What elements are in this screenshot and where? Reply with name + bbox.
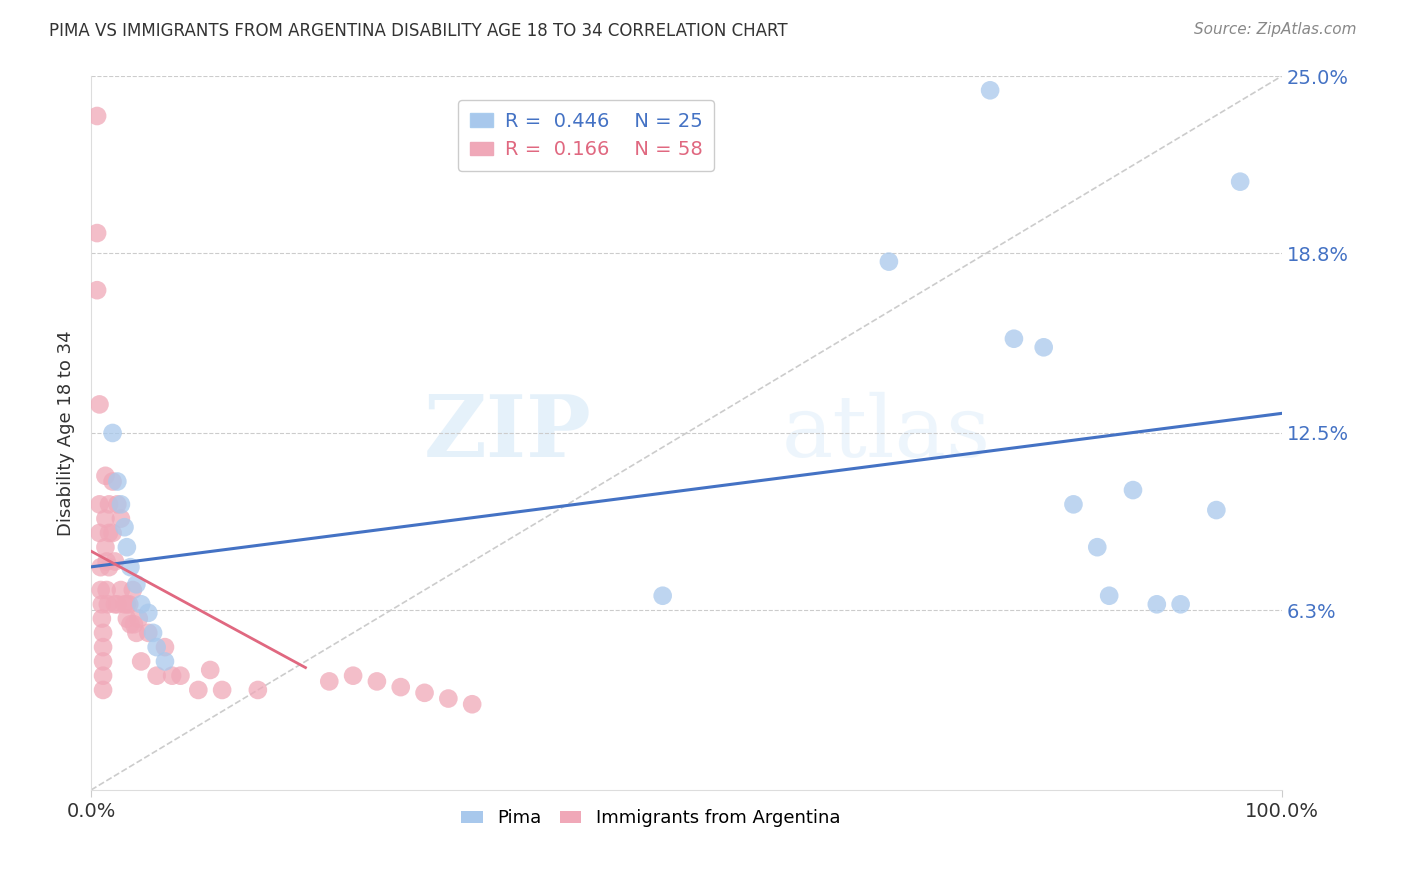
Point	[1205, 503, 1227, 517]
Text: PIMA VS IMMIGRANTS FROM ARGENTINA DISABILITY AGE 18 TO 34 CORRELATION CHART: PIMA VS IMMIGRANTS FROM ARGENTINA DISABI…	[49, 22, 787, 40]
Point	[90, 597, 112, 611]
Text: atlas: atlas	[782, 392, 991, 475]
Point	[118, 597, 141, 611]
Point	[105, 597, 128, 611]
Point	[1229, 175, 1251, 189]
Point	[125, 577, 148, 591]
Point	[129, 597, 152, 611]
Point	[89, 497, 111, 511]
Point	[91, 625, 114, 640]
Point	[342, 669, 364, 683]
Point	[98, 497, 121, 511]
Point	[105, 497, 128, 511]
Point	[89, 525, 111, 540]
Point	[86, 109, 108, 123]
Point	[142, 625, 165, 640]
Point	[115, 597, 138, 611]
Point	[136, 625, 159, 640]
Point	[366, 674, 388, 689]
Point	[187, 683, 209, 698]
Point	[136, 606, 159, 620]
Point	[98, 560, 121, 574]
Point	[437, 691, 460, 706]
Point	[86, 283, 108, 297]
Point	[105, 475, 128, 489]
Point	[1085, 540, 1108, 554]
Point	[169, 669, 191, 683]
Text: ZIP: ZIP	[423, 391, 592, 475]
Point	[122, 617, 145, 632]
Point	[101, 475, 124, 489]
Point	[461, 698, 484, 712]
Point	[211, 683, 233, 698]
Point	[160, 669, 183, 683]
Point	[1002, 332, 1025, 346]
Point	[94, 511, 117, 525]
Point	[114, 597, 136, 611]
Point	[110, 511, 132, 525]
Point	[979, 83, 1001, 97]
Point	[153, 654, 176, 668]
Point	[200, 663, 222, 677]
Point	[115, 611, 138, 625]
Point	[101, 525, 124, 540]
Point	[877, 254, 900, 268]
Point	[91, 654, 114, 668]
Point	[1062, 497, 1084, 511]
Point	[91, 683, 114, 698]
Point	[96, 554, 118, 568]
Point	[115, 540, 138, 554]
Point	[101, 425, 124, 440]
Point	[651, 589, 673, 603]
Point	[413, 686, 436, 700]
Point	[91, 669, 114, 683]
Point	[104, 597, 127, 611]
Y-axis label: Disability Age 18 to 34: Disability Age 18 to 34	[58, 330, 75, 536]
Point	[96, 582, 118, 597]
Point	[246, 683, 269, 698]
Legend: Pima, Immigrants from Argentina: Pima, Immigrants from Argentina	[454, 802, 848, 834]
Point	[86, 226, 108, 240]
Point	[128, 611, 150, 625]
Point	[110, 497, 132, 511]
Point	[1170, 597, 1192, 611]
Point	[121, 582, 143, 597]
Point	[90, 582, 112, 597]
Point	[129, 654, 152, 668]
Point	[90, 560, 112, 574]
Point	[104, 554, 127, 568]
Text: Source: ZipAtlas.com: Source: ZipAtlas.com	[1194, 22, 1357, 37]
Point	[1098, 589, 1121, 603]
Point	[114, 520, 136, 534]
Point	[94, 468, 117, 483]
Point	[91, 640, 114, 654]
Point	[153, 640, 176, 654]
Point	[1146, 597, 1168, 611]
Point	[145, 669, 167, 683]
Point	[125, 625, 148, 640]
Point	[90, 611, 112, 625]
Point	[120, 617, 142, 632]
Point	[120, 560, 142, 574]
Point	[1122, 483, 1144, 497]
Point	[98, 525, 121, 540]
Point	[97, 597, 120, 611]
Point	[110, 582, 132, 597]
Point	[89, 397, 111, 411]
Point	[318, 674, 340, 689]
Point	[389, 680, 412, 694]
Point	[94, 540, 117, 554]
Point	[145, 640, 167, 654]
Point	[1032, 340, 1054, 354]
